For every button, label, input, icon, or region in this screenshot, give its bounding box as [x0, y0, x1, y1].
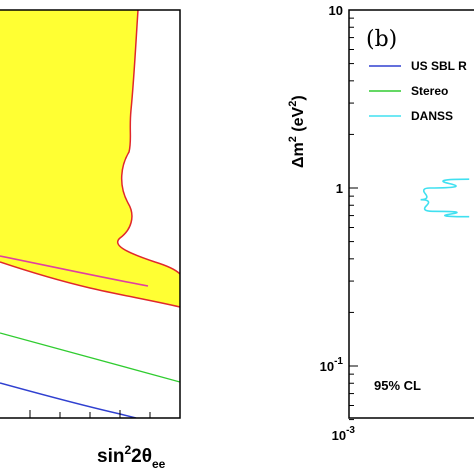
green-curve — [0, 332, 180, 383]
y-tick-label: 1 — [336, 181, 343, 196]
blue-curve — [0, 382, 137, 418]
panel-tag: (b) — [366, 27, 397, 52]
y-tick-label: 10-1 — [320, 356, 344, 374]
legend-label: US SBL R — [411, 59, 467, 73]
legend: US SBL R Stereo DANSS — [369, 59, 467, 123]
panel-a: sin22θee — [0, 9, 181, 471]
panel-b-ylabel: Δm2 (eV2) — [287, 95, 307, 168]
legend-label: DANSS — [411, 109, 453, 123]
panel-b-tick-labels: 10 1 10-1 10-3 — [320, 3, 356, 443]
panel-b-series — [420, 178, 470, 218]
panel-b-frame — [348, 9, 474, 419]
panel-a-ticks — [29, 410, 151, 418]
x-tick-label: 10-3 — [332, 425, 356, 443]
panel-b: 10 1 10-1 10-3 Δm2 (eV2) (b) US SBL R Stereo… — [287, 3, 474, 443]
allowed-region-fill — [0, 10, 180, 307]
magenta-curve — [0, 255, 149, 287]
y-tick-label: 10 — [329, 3, 343, 18]
allowed-region-border — [117, 10, 180, 275]
legend-label: Stereo — [411, 84, 448, 98]
allowed-region-lower-border — [0, 261, 180, 308]
panel-a-xlabel: sin22θee — [97, 443, 166, 471]
panel-b-ticks — [348, 9, 358, 421]
confidence-level-label: 95% CL — [374, 378, 421, 393]
series-line-danss — [420, 178, 470, 218]
